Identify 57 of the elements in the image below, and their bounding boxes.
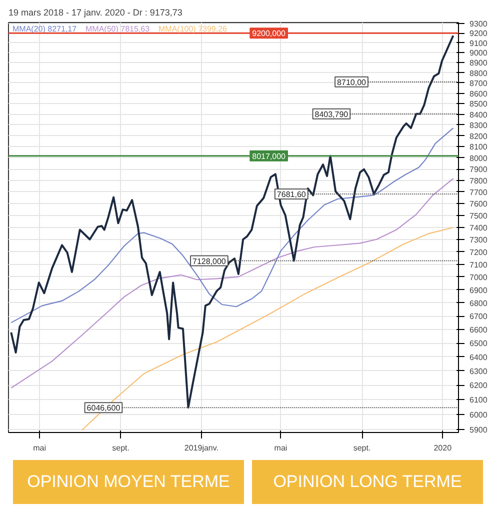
x-tick-label: sept.: [112, 444, 130, 452]
ref-line-label: 8403,790: [314, 110, 349, 119]
y-tick-label: 5900: [470, 425, 488, 434]
y-tick-label: 7900: [470, 165, 488, 174]
ref-line-label: 7681,60: [276, 190, 306, 200]
ref-line-label: 8017,000: [252, 152, 286, 161]
ref-line-label: 9200,000: [252, 29, 286, 38]
y-tick-label: 6300: [470, 366, 488, 376]
x-tick-label: mai: [274, 444, 288, 452]
text: MMA(20) 8271,17: [12, 24, 78, 34]
y-tick-label: 7300: [470, 236, 488, 244]
y-tick-label: 8700: [470, 78, 488, 88]
x-tick-label: mai: [33, 444, 46, 452]
text: OPINION MOYEN TERME: [13, 460, 244, 504]
ref-line-label: 8710,00: [337, 78, 367, 87]
y-tick-label: 7800: [470, 176, 488, 186]
y-tick-label: 9200: [470, 29, 488, 38]
y-tick-label: 8000: [470, 154, 488, 163]
y-tick-label: 7600: [470, 200, 488, 209]
x-tick-label: 2019janv.: [184, 444, 219, 452]
y-tick-label: 8300: [470, 120, 488, 130]
y-tick-label: 8500: [470, 100, 488, 109]
y-tick-label: 7400: [470, 223, 488, 232]
y-tick-label: 6500: [470, 339, 488, 348]
text: OPINION LONG TERME: [252, 460, 483, 504]
y-tick-label: 8900: [470, 58, 488, 68]
line-series: [81, 226, 454, 431]
y-tick-label: 7200: [470, 248, 488, 257]
y-tick-label: 8800: [470, 68, 488, 78]
y-tick-label: 6100: [470, 396, 488, 405]
y-tick-label: 8200: [470, 132, 488, 141]
y-tick-label: 8400: [470, 110, 488, 120]
y-tick-label: 8100: [470, 142, 488, 152]
y-tick-label: 9300: [470, 19, 488, 28]
y-tick-label: 6800: [470, 298, 488, 308]
y-tick-label: 8600: [470, 89, 488, 98]
ref-line-label: 6046,600: [86, 404, 121, 413]
x-tick-label: sept.: [353, 444, 371, 452]
y-tick-label: 6600: [470, 325, 488, 334]
y-tick-label: 6400: [470, 352, 488, 362]
ref-line-label: 7128,000: [192, 256, 226, 266]
y-tick-label: 7100: [470, 260, 488, 270]
y-tick-label: 9100: [470, 38, 488, 48]
y-tick-label: 7000: [470, 272, 488, 282]
y-tick-label: 9000: [470, 48, 488, 58]
line-series: [10, 178, 454, 389]
y-tick-label: 6000: [470, 410, 488, 420]
y-tick-label: 6900: [470, 286, 488, 295]
line-series: [10, 128, 454, 324]
y-tick-label: 7700: [470, 188, 488, 197]
y-tick-label: 6700: [470, 312, 488, 322]
x-tick-label: 2020: [434, 444, 452, 452]
y-tick-label: 6200: [470, 381, 488, 390]
y-tick-label: 7500: [470, 211, 488, 220]
text: MMA(100) 7399,26: [158, 24, 228, 34]
text: MMA(50) 7815,63: [86, 24, 150, 34]
chart-title: 19 mars 2018 - 17 janv. 2020 - Dr : 9173,73: [8, 8, 182, 18]
